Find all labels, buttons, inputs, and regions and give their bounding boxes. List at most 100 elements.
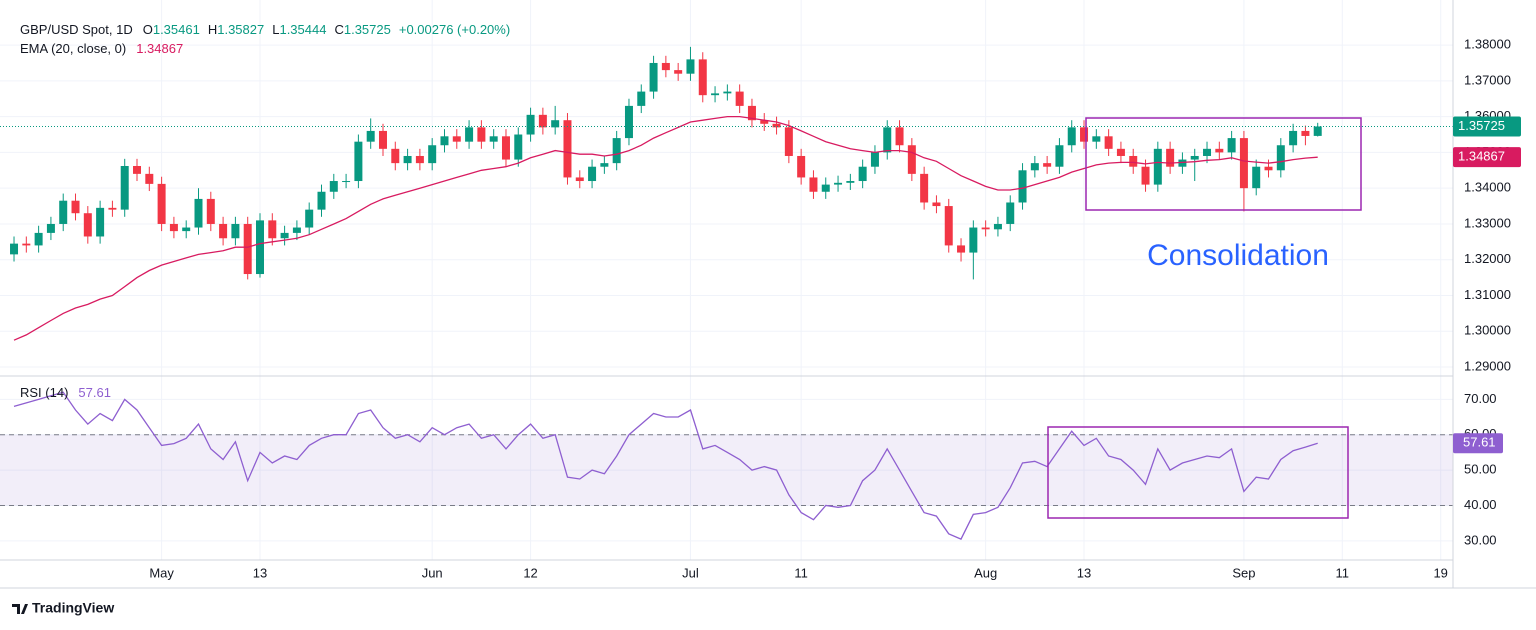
candle-body xyxy=(1030,163,1039,171)
candle-body xyxy=(1104,136,1113,149)
rsi-value: 57.61 xyxy=(78,385,111,400)
candle-body xyxy=(96,207,105,237)
candle-body xyxy=(1190,155,1199,160)
low-value: 1.35444 xyxy=(279,22,326,37)
candle-body xyxy=(428,145,437,164)
candle-body xyxy=(231,223,240,239)
y-tick-label: 1.29000 xyxy=(1464,358,1511,373)
h-label: H xyxy=(208,22,217,37)
candle-body xyxy=(993,223,1002,230)
candle-body xyxy=(1129,155,1138,167)
rsi-name: RSI (14) xyxy=(20,385,68,400)
candle-body xyxy=(378,130,387,149)
consolidation-box xyxy=(1085,117,1362,211)
y-tick-label: 40.00 xyxy=(1464,497,1497,512)
candle-body xyxy=(661,62,670,71)
candle-body xyxy=(452,136,461,142)
candle-body xyxy=(637,91,646,106)
candle-body xyxy=(895,127,904,146)
candle-body xyxy=(489,136,498,142)
candle-body xyxy=(83,213,92,237)
candle-body xyxy=(157,183,166,224)
candle-body xyxy=(169,223,178,232)
x-tick-label: Jun xyxy=(422,565,443,580)
candle-body xyxy=(1055,145,1064,167)
candle-body xyxy=(145,173,154,184)
candle-body xyxy=(538,114,547,128)
candle-body xyxy=(698,59,707,96)
line-series xyxy=(13,391,1318,540)
open-value: 1.35461 xyxy=(153,22,200,37)
candle-body xyxy=(957,245,966,253)
candle-body xyxy=(588,166,597,182)
candle-body xyxy=(760,120,769,124)
ema-value: 1.34867 xyxy=(136,41,183,56)
candle-body xyxy=(526,114,535,135)
y-tick-label: 1.34000 xyxy=(1464,180,1511,195)
logo-mark xyxy=(12,604,28,614)
x-tick-label: 11 xyxy=(794,565,808,580)
y-tick-label: 30.00 xyxy=(1464,532,1497,547)
ema-name: EMA (20, close, 0) xyxy=(20,41,126,56)
o-label: O xyxy=(143,22,153,37)
last-price-label: 1.35725 xyxy=(1458,118,1505,133)
candle-body xyxy=(1313,126,1322,136)
x-tick-label: 11 xyxy=(1336,565,1350,580)
line-value-box xyxy=(1453,147,1521,168)
line-value-label: 57.61 xyxy=(1463,435,1496,450)
candle-body xyxy=(747,105,756,121)
symbol: GBP/USD Spot, 1D xyxy=(20,22,133,37)
candle-body xyxy=(1252,166,1261,189)
candle-body xyxy=(821,184,830,192)
candle-body xyxy=(194,198,203,228)
candle-body xyxy=(649,62,658,92)
line-value-box xyxy=(1453,433,1503,454)
candle-body xyxy=(268,220,277,239)
high-value: 1.35827 xyxy=(217,22,264,37)
candle-body xyxy=(1178,159,1187,167)
rsi-box xyxy=(1047,426,1349,519)
candle-body xyxy=(834,182,843,185)
candle-body xyxy=(514,134,523,160)
x-tick-label: 19 xyxy=(1433,565,1447,580)
candle-body xyxy=(120,165,129,210)
rsi-band xyxy=(0,434,1453,506)
x-tick-label: May xyxy=(149,565,174,580)
candle-body xyxy=(354,141,363,182)
candle-body xyxy=(1153,148,1162,185)
candle-body xyxy=(575,177,584,182)
close-value: 1.35725 xyxy=(344,22,391,37)
candle-body xyxy=(563,120,572,178)
y-tick-label: 70.00 xyxy=(1464,391,1497,406)
x-tick-label: Sep xyxy=(1232,565,1255,580)
candle-body xyxy=(415,155,424,164)
candle-body xyxy=(1043,163,1052,167)
candle-body xyxy=(612,138,621,164)
candle-body xyxy=(133,165,142,174)
rsi-legend: RSI (14) 57.61 xyxy=(20,385,111,400)
ema-legend: EMA (20, close, 0) 1.34867 xyxy=(20,41,183,56)
candle-body xyxy=(932,202,941,207)
x-tick-label: Jul xyxy=(682,565,699,580)
candle-body xyxy=(735,91,744,106)
candle-body xyxy=(772,123,781,128)
candle-body xyxy=(1092,136,1101,142)
candle-body xyxy=(907,145,916,174)
x-tick-label: Aug xyxy=(974,565,997,580)
candle-body xyxy=(870,152,879,167)
candle-body xyxy=(711,93,720,96)
line-value-label: 1.34867 xyxy=(1458,149,1505,164)
candle-body xyxy=(981,227,990,230)
candle-body xyxy=(969,227,978,253)
candle-body xyxy=(1239,138,1248,189)
l-label: L xyxy=(272,22,279,37)
candle-body xyxy=(34,232,43,246)
candle-body xyxy=(784,127,793,156)
candle-body xyxy=(1080,127,1089,142)
candle-body xyxy=(465,127,474,142)
candle-body xyxy=(723,91,732,94)
candle-body xyxy=(391,148,400,164)
candle-body xyxy=(1276,145,1285,171)
